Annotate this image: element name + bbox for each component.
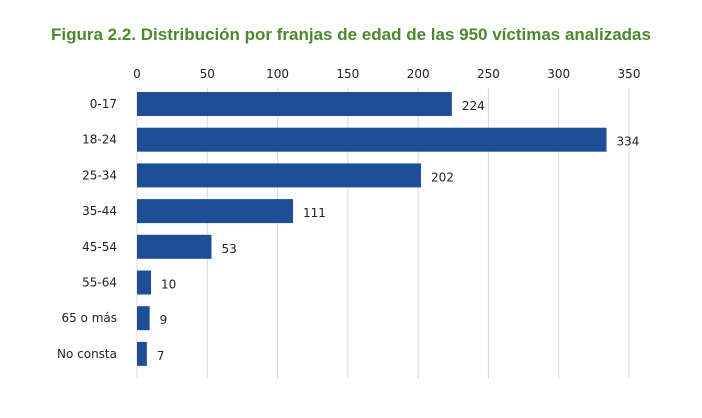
data-label: 224 bbox=[462, 99, 485, 113]
x-tick-label: 350 bbox=[618, 67, 641, 81]
category-label: 0-17 bbox=[90, 97, 117, 111]
data-label: 202 bbox=[431, 170, 454, 184]
gridlines bbox=[136, 88, 630, 378]
x-tick-label: 200 bbox=[407, 67, 430, 81]
chart-title: Figura 2.2. Distribución por franjas de … bbox=[51, 25, 651, 44]
bar bbox=[137, 199, 294, 224]
data-label: 53 bbox=[222, 242, 237, 256]
bar bbox=[137, 92, 452, 116]
bar bbox=[137, 306, 150, 331]
category-label: No consta bbox=[57, 347, 117, 361]
x-axis-ticks: 0 50 100 150 200 250 300 350 bbox=[133, 67, 640, 81]
data-label: 7 bbox=[157, 349, 165, 363]
data-labels: 224 334 202 111 53 10 9 7 bbox=[157, 99, 640, 363]
data-label: 111 bbox=[303, 206, 326, 220]
bar bbox=[137, 127, 607, 152]
x-tick-label: 100 bbox=[266, 67, 289, 81]
category-label: 25-34 bbox=[82, 168, 117, 182]
bar bbox=[137, 163, 421, 188]
category-label: 35-44 bbox=[82, 204, 117, 218]
category-labels: 0-17 18-24 25-34 35-44 45-54 55-64 65 o más No … bbox=[57, 97, 117, 361]
x-tick-label: 300 bbox=[547, 67, 570, 81]
x-tick-label: 250 bbox=[477, 67, 500, 81]
category-label: 18-24 bbox=[82, 133, 117, 147]
category-label: 65 o más bbox=[61, 311, 117, 325]
data-label: 9 bbox=[160, 313, 168, 327]
bar bbox=[137, 270, 152, 295]
category-label: 55-64 bbox=[82, 276, 117, 290]
data-label: 10 bbox=[161, 278, 176, 292]
data-label: 334 bbox=[617, 135, 640, 149]
x-tick-label: 0 bbox=[133, 67, 141, 81]
category-label: 45-54 bbox=[82, 240, 117, 254]
x-tick-label: 50 bbox=[200, 67, 215, 81]
bar bbox=[137, 234, 212, 259]
bars bbox=[137, 92, 607, 366]
bar bbox=[137, 341, 147, 366]
x-tick-label: 150 bbox=[336, 67, 359, 81]
